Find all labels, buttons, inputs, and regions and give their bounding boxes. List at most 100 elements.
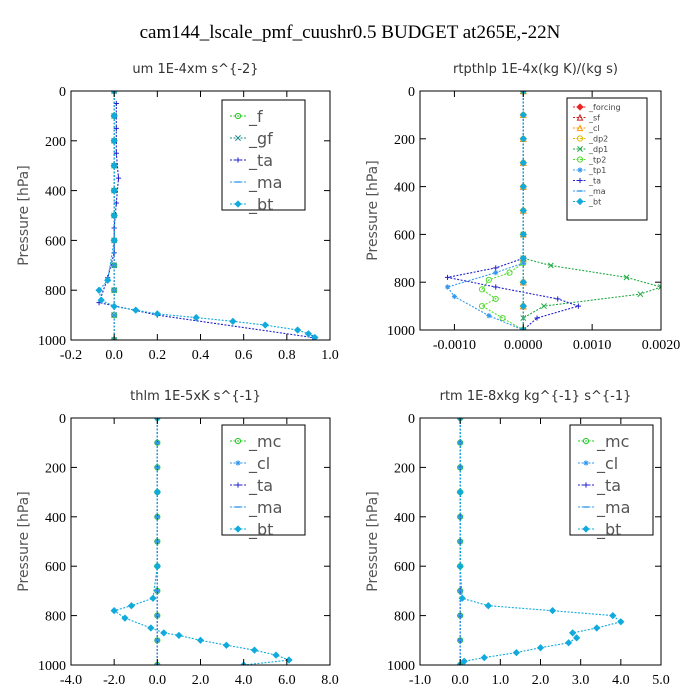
data-point-dp1	[637, 291, 644, 298]
y-tick-label: 400	[394, 181, 415, 196]
x-tick-label: -2.0	[103, 673, 125, 688]
legend-entry: _dp2	[588, 135, 608, 144]
legend-entry: _gf	[248, 129, 273, 149]
y-tick-label: 1000	[387, 659, 415, 674]
data-point-bt	[110, 211, 118, 220]
legend-marker	[235, 460, 241, 466]
legend-entry: _tp1	[588, 166, 606, 175]
legend-marker	[576, 113, 584, 121]
data-point-bt	[285, 656, 293, 664]
data-point-bt	[250, 646, 259, 654]
data-point-bt	[229, 317, 237, 325]
legend-marker	[234, 525, 242, 533]
data-point-tp2	[485, 276, 492, 283]
data-point-tp2	[499, 314, 506, 322]
x-tick-label: 0.0	[149, 673, 167, 688]
data-point-bt	[564, 639, 573, 647]
data-point-bt	[519, 254, 527, 262]
y-axis-label: Pressure [hPa]	[16, 165, 32, 265]
y-tick-label: 800	[394, 610, 415, 625]
x-tick-label: -1.0	[409, 673, 431, 688]
legend-entry: _cl	[596, 454, 618, 474]
y-axis-label: Pressure [hPa]	[16, 491, 32, 591]
data-point-bt	[153, 488, 161, 496]
series-line-bt	[112, 418, 290, 665]
data-point-ta	[113, 150, 119, 156]
panel-title: thlm 1E-5xK s^{-1}	[130, 389, 261, 404]
legend-entry: _ta	[596, 476, 621, 496]
legend-entry: _ma	[596, 498, 630, 518]
legend-entry: _bt	[248, 520, 273, 540]
y-tick-label: 1000	[38, 334, 66, 349]
data-point-bt	[617, 618, 625, 626]
y-tick-label: 800	[394, 276, 415, 291]
data-point-bt	[110, 186, 118, 195]
data-point-bt	[593, 624, 601, 632]
legend-marker	[235, 135, 241, 141]
legend-marker	[582, 437, 590, 445]
data-point-bt	[512, 649, 521, 657]
legend-entry: _cl	[248, 454, 270, 474]
x-tick-label: 5.0	[652, 673, 670, 688]
legend-box	[569, 424, 654, 536]
y-axis-label: Pressure [hPa]	[365, 160, 381, 260]
data-point-bt	[95, 286, 103, 294]
data-point-bt	[294, 326, 302, 334]
data-point-bt	[480, 653, 488, 662]
series-group	[95, 91, 319, 340]
series-group	[456, 418, 625, 665]
legend-marker	[577, 167, 583, 173]
data-point-bt	[272, 651, 280, 659]
data-point-bt	[311, 333, 319, 340]
data-point-tp1	[486, 313, 492, 319]
chart-panel-4: rtm 1E-8xkg kg^{-1} s^{-1} Pressure [hPa]…	[365, 389, 670, 688]
data-point-bt	[261, 321, 269, 329]
legend-marker	[582, 525, 590, 533]
data-point-bt	[519, 182, 527, 191]
data-point-dp1	[540, 303, 547, 310]
data-point-bt	[519, 302, 527, 310]
chart-panel-1: um 1E-4xm s^{-2} Pressure [hPa] -0.2 0.0 0.2…	[16, 62, 339, 363]
data-point-dp1	[623, 274, 630, 281]
y-tick-label: 1000	[387, 324, 415, 339]
x-tick-label: 0.8	[278, 348, 296, 363]
legend-marker	[235, 157, 241, 163]
data-point-bt	[548, 607, 557, 615]
data-point-bt	[573, 634, 581, 642]
data-point-gf	[111, 337, 118, 340]
figure-title: cam144_lscale_pmf_cuushr0.5 BUDGET at265…	[140, 22, 561, 43]
legend: _mc_cl_ta_ma_bt	[221, 424, 306, 540]
y-tick-label: 1000	[38, 659, 66, 674]
legend-entry: _ma	[248, 498, 282, 518]
data-point-bt	[304, 330, 313, 338]
panel-title: um 1E-4xm s^{-2}	[132, 62, 258, 77]
legend: _mc_cl_ta_ma_bt	[569, 424, 654, 540]
y-tick-label: 200	[45, 135, 66, 150]
data-point-bt	[121, 614, 129, 622]
data-point-bt	[97, 296, 105, 304]
legend-entry: _ma	[588, 187, 606, 196]
legend-entry: _forcing	[588, 103, 621, 112]
legend-marker	[583, 460, 589, 466]
data-point-bt	[127, 602, 136, 610]
data-point-bt	[519, 159, 527, 167]
data-point-bt	[609, 611, 617, 620]
data-point-bt	[104, 276, 112, 284]
series-line-bt	[459, 418, 623, 665]
data-point-ta	[115, 175, 122, 181]
data-point-bt	[175, 631, 183, 639]
data-point-ta	[493, 265, 499, 271]
legend-entry: _dp1	[588, 145, 608, 154]
legend: _forcing _sf_cl _dp2_dp1 _tp2_tp1 _ta_ma _bt	[566, 97, 648, 221]
legend-box	[221, 424, 306, 536]
x-tick-label: 4.0	[235, 673, 253, 688]
y-tick-label: 0	[59, 412, 66, 427]
x-tick-label: 8.0	[321, 673, 339, 688]
y-tick-label: 0	[59, 85, 66, 100]
legend: _f_gf_ta_ma_bt	[221, 99, 306, 215]
x-tick-label: 0.0	[105, 348, 123, 363]
data-point-bt	[110, 112, 118, 120]
legend-entry: _bt	[596, 520, 621, 540]
legend-marker	[577, 177, 583, 184]
y-tick-label: 400	[45, 511, 66, 526]
